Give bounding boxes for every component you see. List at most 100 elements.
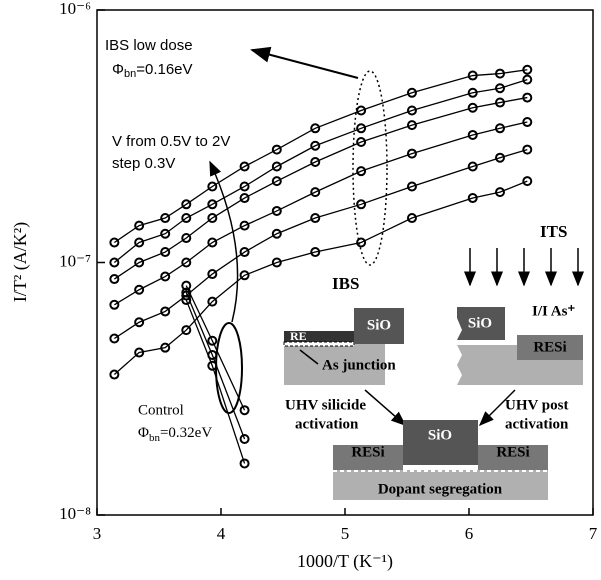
inset-label: UHV post xyxy=(505,397,569,413)
subscript: bn xyxy=(149,432,161,444)
fit-line xyxy=(185,299,246,464)
data-point xyxy=(467,87,478,98)
substrate xyxy=(333,470,548,500)
data-point xyxy=(522,74,533,85)
data-point xyxy=(406,213,417,224)
annotation: Φbn=0.16eV xyxy=(112,61,193,80)
data-point xyxy=(239,181,250,192)
fit-line xyxy=(113,79,528,264)
x-axis-label: 1000/T (K⁻¹) xyxy=(297,551,393,572)
data-point xyxy=(207,335,218,346)
inset-label: RESi xyxy=(351,444,384,460)
data-point xyxy=(160,271,171,282)
data-point xyxy=(134,237,145,248)
data-point xyxy=(239,458,250,469)
inset-label: Dopant segregation xyxy=(378,481,503,497)
data-point xyxy=(495,83,505,94)
data-point xyxy=(467,70,478,81)
x-tick-label: 7 xyxy=(589,524,598,543)
data-point xyxy=(356,105,367,116)
data-point xyxy=(134,317,145,328)
x-tick-label: 6 xyxy=(465,524,474,543)
inset-label: SiO xyxy=(428,427,452,443)
inset-label: SiO xyxy=(367,317,391,333)
data-point xyxy=(160,342,171,353)
inset-label: UHV silicide xyxy=(285,397,366,413)
data-point xyxy=(310,247,321,258)
highlight-ellipse xyxy=(352,70,388,266)
inset-label: I/I As⁺ xyxy=(532,303,575,319)
data-point xyxy=(239,270,250,281)
data-point xyxy=(160,213,171,224)
data-point xyxy=(271,257,282,268)
arrow xyxy=(250,46,359,79)
sio-block xyxy=(457,307,505,340)
data-point xyxy=(109,369,120,380)
data-point xyxy=(181,233,192,244)
data-point xyxy=(207,181,218,192)
re-layer xyxy=(284,331,354,342)
data-point xyxy=(495,123,505,134)
fit-line xyxy=(185,285,246,411)
resi-layer xyxy=(478,445,548,470)
sio-block xyxy=(354,308,404,344)
data-point xyxy=(406,105,417,116)
data-point xyxy=(134,220,145,231)
data-point xyxy=(522,64,533,75)
data-point xyxy=(181,325,192,336)
x-tick-label: 3 xyxy=(93,524,102,543)
inset-label: activation xyxy=(295,416,359,432)
annotation: IBS low dose xyxy=(105,37,193,54)
data-point xyxy=(134,284,145,295)
data-point xyxy=(356,123,367,134)
y-tick-label: 10⁻⁶ xyxy=(59,0,91,18)
data-point xyxy=(109,237,120,248)
inset-label: activation xyxy=(505,416,569,432)
data-point xyxy=(181,295,192,306)
symbol: Φ xyxy=(112,61,124,78)
data-point xyxy=(522,144,533,155)
data-point xyxy=(406,87,417,98)
data-point xyxy=(181,280,192,291)
fit-line xyxy=(114,148,528,340)
data-point xyxy=(239,405,250,416)
data-point xyxy=(495,97,505,108)
data-point xyxy=(271,205,282,216)
inset-label: RE xyxy=(290,329,307,343)
data-point xyxy=(109,333,120,344)
data-point xyxy=(271,144,282,155)
inset-label: As junction xyxy=(322,357,396,373)
y-tick-label: 10⁻⁸ xyxy=(59,504,91,523)
inset-label: RESi xyxy=(496,444,529,460)
data-point xyxy=(109,257,120,268)
its-arrows xyxy=(464,248,584,287)
data-point xyxy=(160,247,171,258)
subscript: bn xyxy=(124,68,136,80)
data-point xyxy=(109,274,120,285)
data-point xyxy=(310,187,321,198)
y-axis-label: I/T² (A/K²) xyxy=(10,222,31,302)
data-point xyxy=(406,148,417,159)
data-point xyxy=(310,123,321,134)
data-point xyxy=(522,92,533,103)
data-point xyxy=(310,157,321,168)
data-point xyxy=(467,129,478,140)
resi-layer xyxy=(333,445,403,470)
value: =0.32eV xyxy=(160,425,212,441)
data-point xyxy=(207,296,218,307)
fit-line xyxy=(113,96,528,280)
symbol: Φ xyxy=(138,425,149,441)
data-point xyxy=(134,257,145,268)
data-point xyxy=(207,360,218,371)
data-point xyxy=(181,257,192,268)
data-point xyxy=(271,161,282,172)
data-point xyxy=(181,199,192,210)
data-point xyxy=(467,102,478,113)
fit-line xyxy=(113,180,528,376)
data-point xyxy=(160,228,171,239)
data-point xyxy=(239,433,250,444)
sio-block xyxy=(403,420,478,465)
data-point xyxy=(160,306,171,317)
pointer xyxy=(299,349,319,365)
